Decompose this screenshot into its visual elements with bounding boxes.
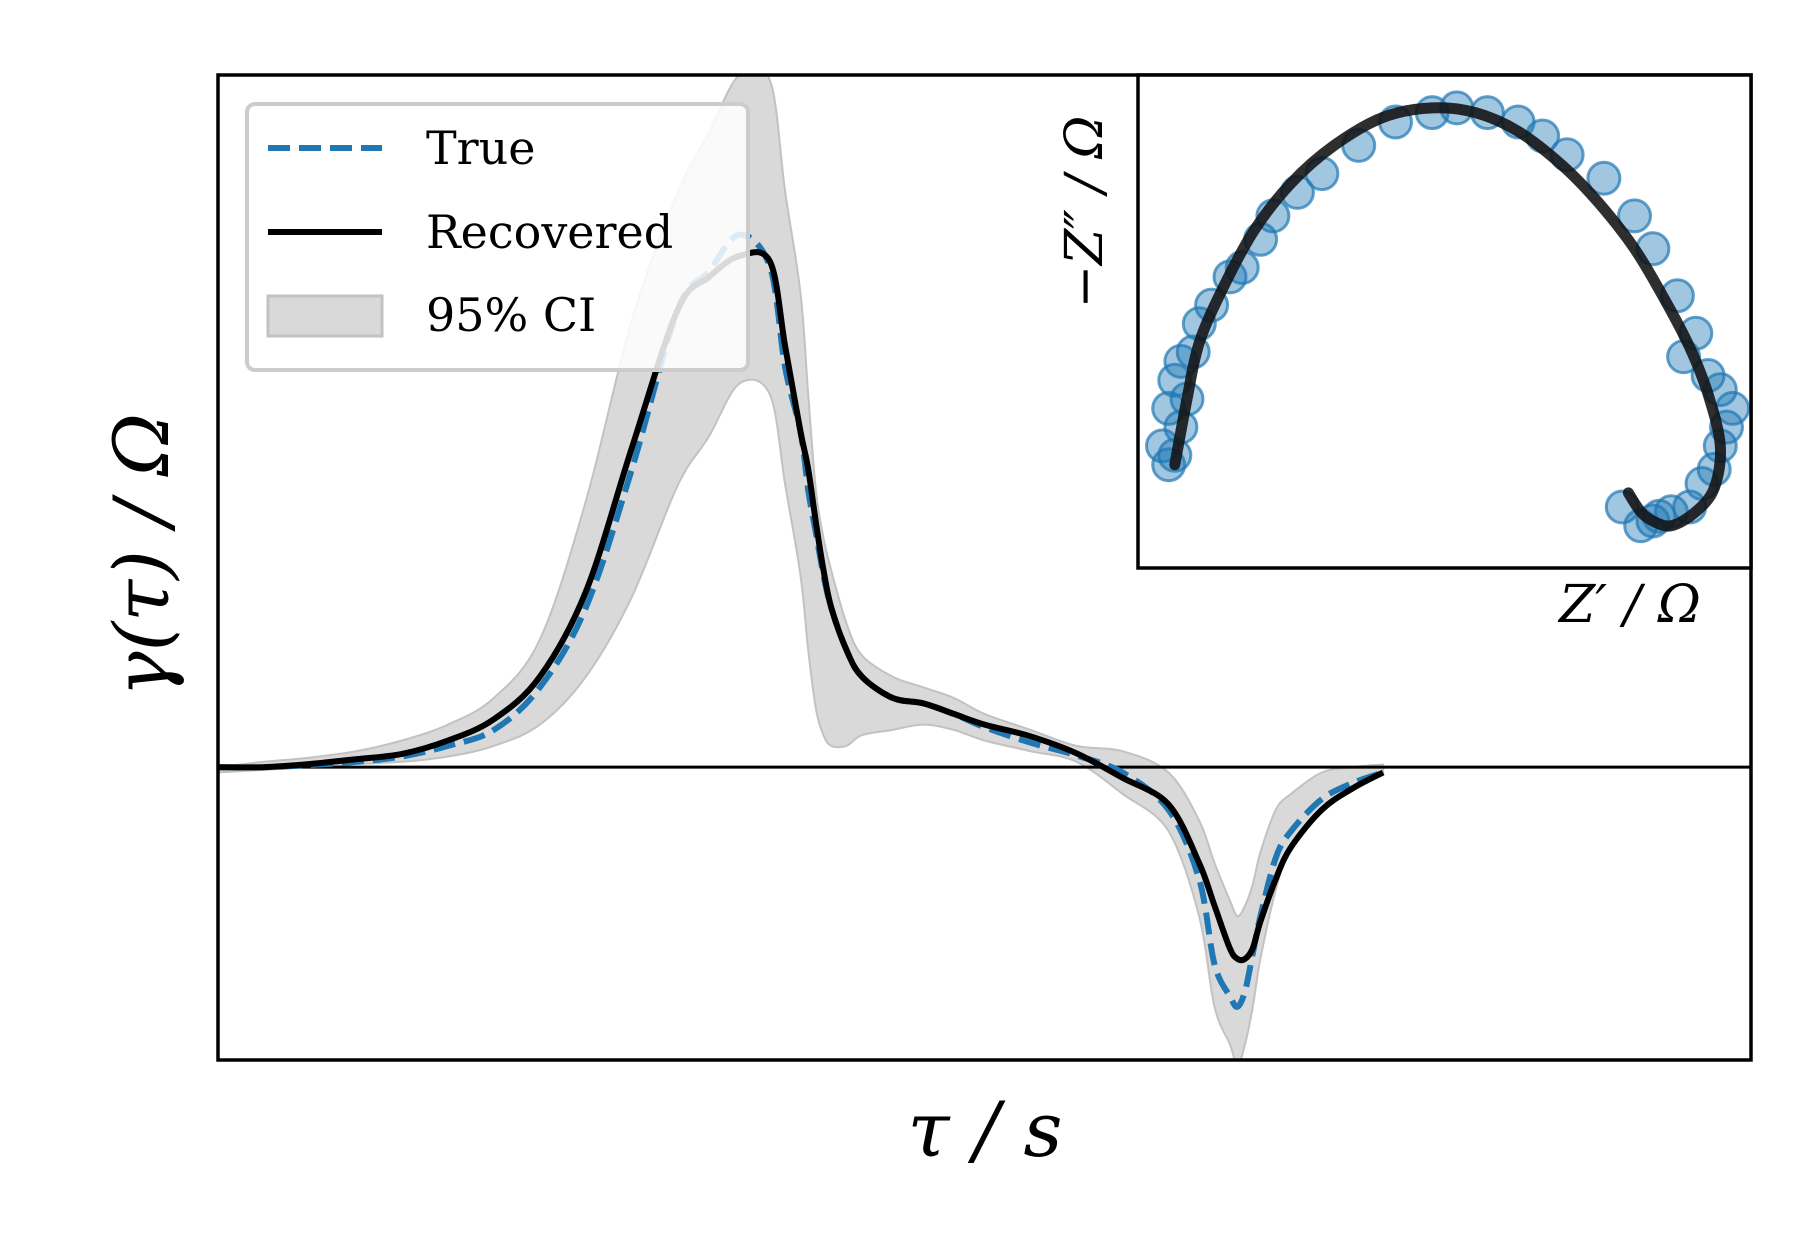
inset-axes-frame [1136, 73, 1753, 570]
inset-y-axis-label: −Z″ / Ω [1055, 116, 1115, 309]
legend: True Recovered 95% CI [245, 102, 750, 372]
inset-x-axis-label: Z′ / Ω [1557, 575, 1701, 635]
inset-data-point [1617, 198, 1652, 234]
inset-plot: Z′ / Ω −Z″ / Ω [1055, 73, 1753, 635]
main-plot-area [218, 75, 1751, 1060]
legend-true-label: True [426, 121, 536, 175]
y-axis-label: γ(τ) / Ω [97, 413, 186, 697]
legend-ci-label: 95% CI [426, 288, 596, 342]
recovered-series-line [218, 249, 1385, 964]
ci-band [218, 75, 1385, 1060]
inset-fit-line [1169, 102, 1727, 532]
legend-recovered-label: Recovered [426, 205, 673, 259]
inset-data-point [1586, 160, 1622, 196]
inset-background [1138, 75, 1751, 568]
legend-ci-swatch [266, 294, 384, 338]
x-axis-label: τ / s [908, 1085, 1063, 1174]
